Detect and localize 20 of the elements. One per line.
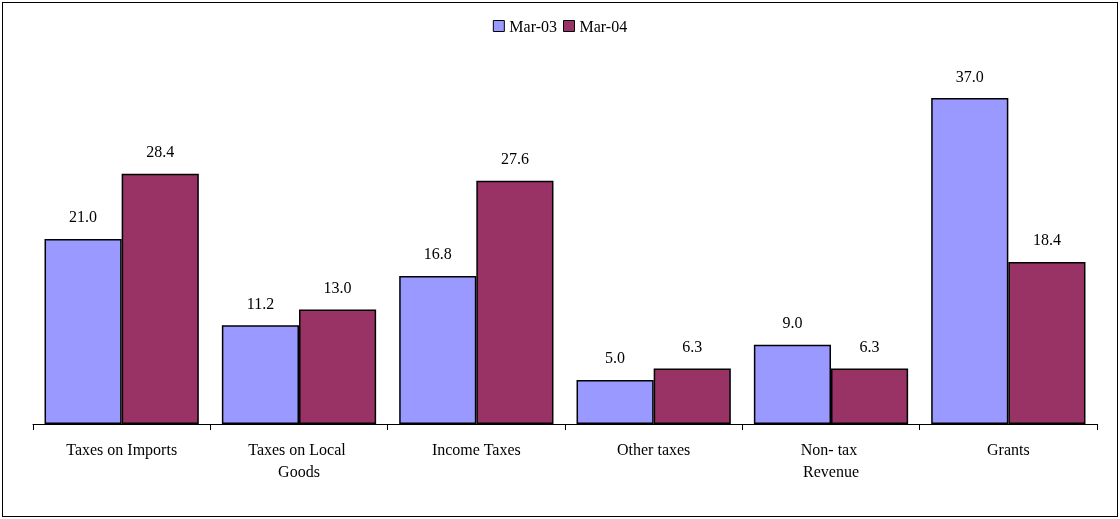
- x-tick-label: Taxes on Local Goods: [248, 440, 350, 480]
- data-label: 6.3: [859, 337, 880, 355]
- data-label: 6.3: [682, 337, 703, 355]
- x-tick-label: Income Taxes: [431, 440, 521, 458]
- data-label: 18.4: [1032, 231, 1061, 249]
- x-tick-label: Other taxes: [617, 440, 691, 458]
- legend-label: Mar-03: [509, 17, 558, 35]
- x-tick-label: Taxes on Imports: [66, 440, 178, 459]
- legend-label: Mar-04: [579, 17, 628, 35]
- data-label: 11.2: [246, 294, 275, 312]
- data-label: 27.6: [500, 150, 529, 168]
- data-label: 21.0: [69, 208, 98, 226]
- data-label: 9.0: [782, 314, 803, 332]
- x-tick-label: Grants: [987, 440, 1030, 458]
- data-label: 16.8: [423, 245, 452, 263]
- data-label: 37.0: [955, 67, 984, 85]
- data-label: 28.4: [146, 143, 175, 161]
- data-label: 5.0: [605, 349, 626, 367]
- x-tick-label: Non- tax Revenue: [800, 440, 862, 480]
- data-label: 13.0: [323, 278, 352, 296]
